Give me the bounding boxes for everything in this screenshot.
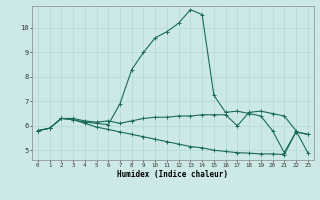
X-axis label: Humidex (Indice chaleur): Humidex (Indice chaleur): [117, 170, 228, 179]
